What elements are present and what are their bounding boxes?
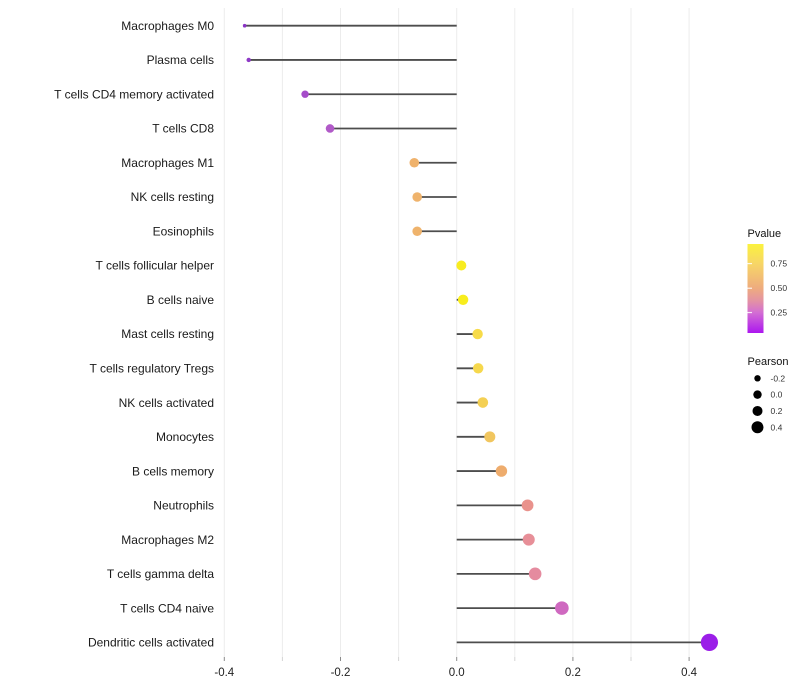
y-axis-category-label: T cells follicular helper [96, 259, 215, 273]
y-axis-category-label: B cells naive [147, 293, 215, 307]
lollipop-point [472, 328, 483, 340]
pearson-legend-dot [754, 375, 761, 382]
lollipop-point [409, 157, 420, 168]
lollipop-point [477, 397, 489, 408]
lollipop-point [700, 633, 719, 651]
x-axis-tick-label: 0.4 [681, 667, 698, 679]
lollipop-point [242, 23, 247, 28]
x-axis-tick-label: -0.4 [214, 667, 234, 679]
x-axis-tick-label: 0.0 [449, 667, 465, 679]
y-axis-category-label: T cells regulatory Tregs [90, 362, 215, 376]
pvalue-colorbar-tick [747, 311, 752, 314]
y-axis-category-label: Dendritic cells activated [88, 636, 214, 650]
y-axis-category-label: T cells gamma delta [107, 567, 214, 581]
lollipop-point [528, 567, 542, 581]
lollipop-point [412, 192, 422, 202]
y-axis-category-label: Macrophages M2 [121, 533, 214, 547]
y-axis-category-label: T cells CD4 memory activated [54, 87, 214, 101]
pvalue-tick-label: 0.50 [771, 283, 788, 293]
lollipop-point [457, 294, 469, 305]
y-axis-category-label: Macrophages M1 [121, 156, 214, 170]
lollipop-point [555, 601, 569, 615]
y-axis-category-label: Neutrophils [153, 499, 214, 513]
y-axis-category-label: T cells CD8 [152, 122, 214, 136]
y-axis-category-label: Plasma cells [147, 53, 214, 67]
pearson-legend-title: Pearson [748, 356, 789, 368]
lollipop-point [412, 226, 422, 237]
pearson-legend-label: -0.2 [771, 373, 786, 383]
x-axis-tick-label: -0.2 [331, 667, 351, 679]
pearson-legend-label: 0.2 [771, 406, 783, 416]
lollipop-point [522, 533, 535, 546]
pvalue-legend-title: Pvalue [748, 228, 782, 240]
lollipop-point [484, 431, 496, 443]
pearson-legend-dot [753, 390, 762, 399]
y-axis-category-label: Monocytes [156, 430, 214, 444]
y-axis-category-label: Mast cells resting [121, 327, 214, 341]
lollipop-point [246, 57, 251, 63]
pvalue-colorbar-tick [747, 262, 752, 265]
pearson-legend-label: 0.0 [771, 390, 783, 400]
y-axis-category-label: NK cells resting [131, 190, 214, 204]
pvalue-colorbar-tick [747, 287, 752, 289]
pearson-legend-dot [751, 421, 764, 434]
lollipop-point [495, 465, 508, 477]
lollipop-point [456, 260, 467, 271]
y-axis-category-label: B cells memory [132, 464, 214, 478]
pvalue-tick-label: 0.25 [771, 308, 788, 318]
y-axis-category-label: Eosinophils [153, 224, 214, 238]
y-axis-category-label: Macrophages M0 [121, 19, 214, 33]
lollipop-point [472, 363, 484, 374]
y-axis-category-label: T cells CD4 naive [120, 601, 214, 615]
lollipop-point [521, 499, 534, 512]
pearson-legend-dot [752, 405, 763, 416]
pvalue-tick-label: 0.75 [771, 259, 788, 269]
pearson-legend-label: 0.4 [771, 422, 783, 432]
y-axis-category-label: NK cells activated [119, 396, 214, 410]
lollipop-point [301, 90, 309, 98]
pvalue-colorbar [747, 244, 764, 333]
x-axis-tick-label: 0.2 [565, 667, 581, 679]
lollipop-point [325, 124, 335, 133]
